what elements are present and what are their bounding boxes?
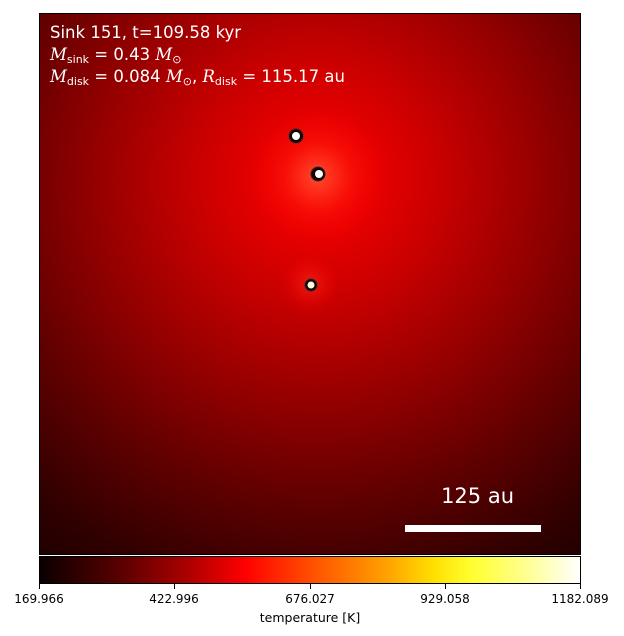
m-sink-subscript: sink xyxy=(66,53,90,66)
m-sink-symbol: M xyxy=(50,45,67,64)
colorbar-tick-label: 676.027 xyxy=(285,592,335,606)
m-sink-unit-symbol: M xyxy=(155,45,173,64)
disk-line: Mdisk = 0.084 M⊙, Rdisk = 115.17 au xyxy=(50,67,345,88)
colorbar-tick xyxy=(310,584,311,589)
colorbar-tick-label: 169.966 xyxy=(14,592,64,606)
r-disk-value: = 115.17 au xyxy=(242,67,345,86)
m-disk-sun-subscript: ⊙ xyxy=(182,75,192,88)
m-disk-subscript: disk xyxy=(66,75,90,88)
colorbar-tick-label: 929.058 xyxy=(420,592,470,606)
colorbar-tick xyxy=(174,584,175,589)
sink-title: Sink 151, t=109.58 kyr xyxy=(50,23,242,42)
colorbar-tick xyxy=(445,584,446,589)
r-disk-symbol: R xyxy=(202,67,215,86)
sink-upper xyxy=(288,128,304,144)
sink-mass-line: Msink = 0.43 M⊙ xyxy=(50,44,181,70)
sink-middle xyxy=(310,166,326,182)
scale-bar xyxy=(405,525,541,532)
colorbar-tick-label: 422.996 xyxy=(149,592,199,606)
scale-bar-label: 125 au xyxy=(441,484,514,508)
temperature-field xyxy=(40,14,580,554)
colorbar-tick xyxy=(580,584,581,589)
colorbar-label: temperature [K] xyxy=(259,610,361,625)
colorbar-tick-label: 1182.089 xyxy=(551,592,609,606)
m-disk-value: = 0.084 xyxy=(94,67,161,86)
m-disk-unit-symbol: M xyxy=(165,67,183,86)
m-disk-symbol: M xyxy=(50,67,67,86)
colorbar xyxy=(39,556,581,584)
m-sink-value: = 0.43 xyxy=(94,45,151,64)
colorbar-tick xyxy=(39,584,40,589)
r-disk-subscript: disk xyxy=(214,75,238,88)
temperature-map: Sink 151, t=109.58 kyr Msink = 0.43 M⊙ M… xyxy=(39,13,581,555)
m-sink-sun-subscript: ⊙ xyxy=(172,53,182,66)
sink-lower xyxy=(304,278,318,292)
